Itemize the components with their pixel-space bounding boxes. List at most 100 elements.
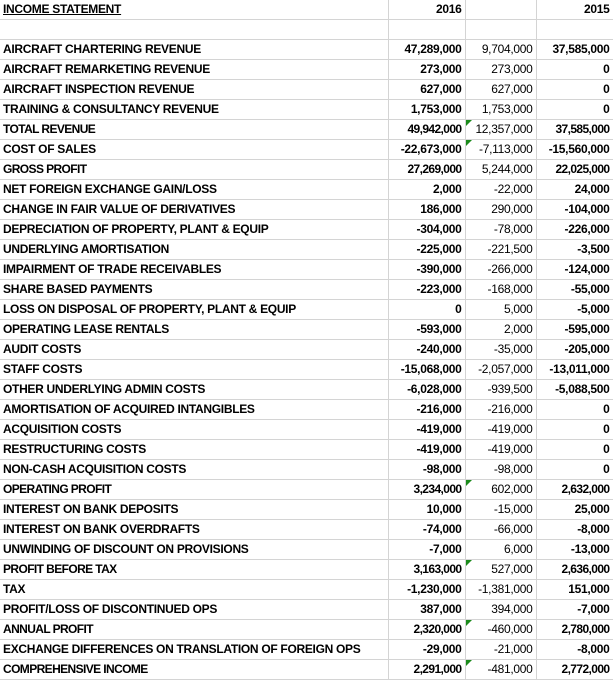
value-2016-cell[interactable]: 627,000 [388, 79, 466, 100]
row-label-cell[interactable]: AIRCRAFT CHARTERING REVENUE [0, 39, 389, 60]
row-label-cell[interactable]: INTEREST ON BANK OVERDRAFTS [0, 519, 389, 540]
value-2015-cell[interactable]: 2,780,000 [536, 619, 613, 640]
row-label-cell[interactable]: SHARE BASED PAYMENTS [0, 279, 389, 300]
row-label-cell[interactable]: ANNUAL PROFIT [0, 619, 389, 640]
value-2015-cell[interactable]: 24,000 [536, 179, 613, 200]
value-2015-cell[interactable]: -13,011,000 [536, 359, 613, 380]
column-header-2016[interactable]: 2016 [388, 0, 466, 20]
difference-cell[interactable]: 5,244,000 [465, 159, 537, 180]
row-label-cell[interactable]: AIRCRAFT INSPECTION REVENUE [0, 79, 389, 100]
comment-marker-icon[interactable] [465, 620, 472, 626]
value-2016-cell[interactable]: 2,320,000 [388, 619, 466, 640]
value-2015-cell[interactable]: 0 [536, 79, 613, 100]
difference-cell[interactable]: -98,000 [465, 459, 537, 480]
value-2016-cell[interactable]: -304,000 [388, 219, 466, 240]
difference-cell[interactable]: 5,000 [465, 299, 537, 320]
difference-cell[interactable]: -7,113,000 [465, 139, 537, 160]
value-2016-cell[interactable]: -7,000 [388, 539, 466, 560]
difference-cell[interactable]: -419,000 [465, 439, 537, 460]
value-2015-cell[interactable]: -55,000 [536, 279, 613, 300]
difference-cell[interactable]: 290,000 [465, 199, 537, 220]
difference-cell[interactable]: 12,357,000 [465, 119, 537, 140]
value-2015-cell[interactable]: -8,000 [536, 639, 613, 660]
value-2016-cell[interactable]: -22,673,000 [388, 139, 466, 160]
row-label-cell[interactable]: EXCHANGE DIFFERENCES ON TRANSLATION OF F… [0, 639, 389, 660]
difference-cell[interactable]: -939,500 [465, 379, 537, 400]
row-label-cell[interactable]: ACQUISITION COSTS [0, 419, 389, 440]
value-2015-cell[interactable]: 2,636,000 [536, 559, 613, 580]
blank-cell[interactable] [465, 19, 537, 40]
difference-cell[interactable]: -168,000 [465, 279, 537, 300]
row-label-cell[interactable]: GROSS PROFIT [0, 159, 389, 180]
value-2016-cell[interactable]: -419,000 [388, 419, 466, 440]
row-label-cell[interactable]: AUDIT COSTS [0, 339, 389, 360]
row-label-cell[interactable]: OPERATING PROFIT [0, 479, 389, 500]
value-2015-cell[interactable]: 0 [536, 59, 613, 80]
difference-cell[interactable]: 394,000 [465, 599, 537, 620]
value-2016-cell[interactable]: -1,230,000 [388, 579, 466, 600]
value-2016-cell[interactable]: -216,000 [388, 399, 466, 420]
value-2016-cell[interactable]: -419,000 [388, 439, 466, 460]
blank-cell[interactable] [536, 19, 613, 40]
row-label-cell[interactable]: NET FOREIGN EXCHANGE GAIN/LOSS [0, 179, 389, 200]
value-2015-cell[interactable]: -226,000 [536, 219, 613, 240]
value-2015-cell[interactable]: -5,088,500 [536, 379, 613, 400]
value-2016-cell[interactable]: 3,163,000 [388, 559, 466, 580]
difference-cell[interactable]: -78,000 [465, 219, 537, 240]
value-2015-cell[interactable]: 0 [536, 459, 613, 480]
value-2016-cell[interactable]: 1,753,000 [388, 99, 466, 120]
difference-cell[interactable]: 1,753,000 [465, 99, 537, 120]
difference-cell[interactable]: 527,000 [465, 559, 537, 580]
value-2015-cell[interactable]: -7,000 [536, 599, 613, 620]
column-header-difference[interactable] [465, 0, 537, 20]
blank-cell[interactable] [388, 19, 466, 40]
row-label-cell[interactable]: TAX [0, 579, 389, 600]
difference-cell[interactable]: -460,000 [465, 619, 537, 640]
row-label-cell[interactable]: TRAINING & CONSULTANCY REVENUE [0, 99, 389, 120]
comment-marker-icon[interactable] [465, 560, 472, 566]
row-label-cell[interactable]: IMPAIRMENT OF TRADE RECEIVABLES [0, 259, 389, 280]
comment-marker-icon[interactable] [465, 120, 472, 126]
value-2015-cell[interactable]: 0 [536, 439, 613, 460]
value-2015-cell[interactable]: 0 [536, 419, 613, 440]
row-label-cell[interactable]: RESTRUCTURING COSTS [0, 439, 389, 460]
row-label-cell[interactable]: NON-CASH ACQUISITION COSTS [0, 459, 389, 480]
difference-cell[interactable]: -221,500 [465, 239, 537, 260]
value-2016-cell[interactable]: -240,000 [388, 339, 466, 360]
value-2015-cell[interactable]: -595,000 [536, 319, 613, 340]
comment-marker-icon[interactable] [465, 660, 472, 666]
value-2015-cell[interactable]: 37,585,000 [536, 119, 613, 140]
value-2016-cell[interactable]: 10,000 [388, 499, 466, 520]
row-label-cell[interactable]: OTHER UNDERLYING ADMIN COSTS [0, 379, 389, 400]
row-label-cell[interactable]: UNDERLYING AMORTISATION [0, 239, 389, 260]
value-2016-cell[interactable]: 47,289,000 [388, 39, 466, 60]
difference-cell[interactable]: -22,000 [465, 179, 537, 200]
row-label-cell[interactable]: DEPRECIATION OF PROPERTY, PLANT & EQUIP [0, 219, 389, 240]
difference-cell[interactable]: -419,000 [465, 419, 537, 440]
value-2015-cell[interactable]: 2,632,000 [536, 479, 613, 500]
value-2015-cell[interactable]: 0 [536, 399, 613, 420]
difference-cell[interactable]: -216,000 [465, 399, 537, 420]
row-label-cell[interactable]: CHANGE IN FAIR VALUE OF DERIVATIVES [0, 199, 389, 220]
value-2016-cell[interactable]: -74,000 [388, 519, 466, 540]
difference-cell[interactable]: -2,057,000 [465, 359, 537, 380]
row-label-cell[interactable]: TOTAL REVENUE [0, 119, 389, 140]
difference-cell[interactable]: 6,000 [465, 539, 537, 560]
row-label-cell[interactable]: STAFF COSTS [0, 359, 389, 380]
value-2015-cell[interactable]: -13,000 [536, 539, 613, 560]
value-2015-cell[interactable]: -205,000 [536, 339, 613, 360]
value-2016-cell[interactable]: -223,000 [388, 279, 466, 300]
value-2015-cell[interactable]: 0 [536, 99, 613, 120]
value-2016-cell[interactable]: -225,000 [388, 239, 466, 260]
value-2015-cell[interactable]: -8,000 [536, 519, 613, 540]
difference-cell[interactable]: 273,000 [465, 59, 537, 80]
value-2016-cell[interactable]: -15,068,000 [388, 359, 466, 380]
blank-cell[interactable] [0, 19, 389, 40]
comment-marker-icon[interactable] [465, 140, 472, 146]
value-2016-cell[interactable]: 0 [388, 299, 466, 320]
value-2015-cell[interactable]: -5,000 [536, 299, 613, 320]
row-label-cell[interactable]: LOSS ON DISPOSAL OF PROPERTY, PLANT & EQ… [0, 299, 389, 320]
value-2016-cell[interactable]: -390,000 [388, 259, 466, 280]
value-2016-cell[interactable]: -98,000 [388, 459, 466, 480]
row-label-cell[interactable]: PROFIT BEFORE TAX [0, 559, 389, 580]
